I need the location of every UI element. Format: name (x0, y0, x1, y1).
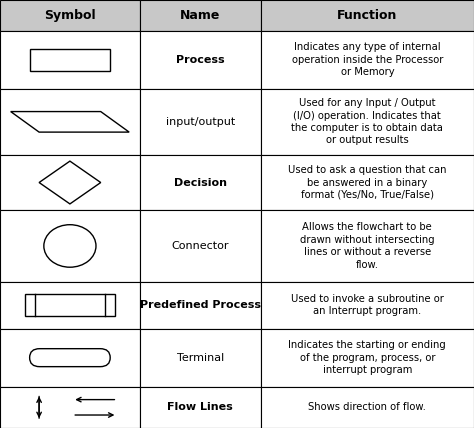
FancyBboxPatch shape (29, 349, 110, 367)
Text: Name: Name (180, 9, 220, 22)
Bar (0, 89, 140, 155)
Bar (0, 31, 140, 89)
Bar (140, 89, 261, 155)
Bar (0, 329, 140, 386)
Text: Connector: Connector (172, 241, 229, 251)
Text: Used to invoke a subroutine or
an Interrupt program.: Used to invoke a subroutine or an Interr… (291, 294, 444, 316)
Bar (0, 210, 140, 282)
Text: Predefined Process: Predefined Process (140, 300, 261, 310)
Bar (261, 31, 474, 89)
Text: Indicates the starting or ending
of the program, process, or
interrupt program: Indicates the starting or ending of the … (289, 340, 446, 375)
Ellipse shape (44, 225, 96, 267)
Bar (0, 155, 140, 210)
Bar (140, 155, 261, 210)
Bar (140, 0, 261, 31)
Bar (0, 0, 140, 31)
Text: Used to ask a question that can
be answered in a binary
format (Yes/No, True/Fal: Used to ask a question that can be answe… (288, 165, 447, 200)
Bar (261, 210, 474, 282)
Bar (140, 329, 261, 386)
Bar (25, 294, 115, 316)
Text: Used for any Input / Output
(I/O) operation. Indicates that
the computer is to o: Used for any Input / Output (I/O) operat… (292, 98, 443, 146)
Text: Indicates any type of internal
operation inside the Processor
or Memory: Indicates any type of internal operation… (292, 42, 443, 77)
Bar (140, 386, 261, 428)
Bar (261, 329, 474, 386)
Bar (140, 31, 261, 89)
Polygon shape (39, 161, 100, 204)
Bar (140, 282, 261, 329)
Text: input/output: input/output (165, 117, 235, 127)
Bar (29, 49, 110, 71)
Text: Allows the flowchart to be
drawn without intersecting
lines or without a reverse: Allows the flowchart to be drawn without… (300, 223, 435, 270)
Bar (261, 0, 474, 31)
Text: Symbol: Symbol (44, 9, 96, 22)
Text: Flow Lines: Flow Lines (167, 402, 233, 412)
Bar (140, 210, 261, 282)
Text: Decision: Decision (174, 178, 227, 187)
Bar (0, 386, 140, 428)
Text: Process: Process (176, 55, 225, 65)
Polygon shape (10, 112, 129, 132)
Bar (261, 386, 474, 428)
Text: Function: Function (337, 9, 398, 22)
Bar (261, 282, 474, 329)
Bar (261, 89, 474, 155)
Text: Shows direction of flow.: Shows direction of flow. (309, 402, 426, 412)
Text: Terminal: Terminal (177, 353, 224, 363)
Bar (0, 282, 140, 329)
Bar (261, 155, 474, 210)
